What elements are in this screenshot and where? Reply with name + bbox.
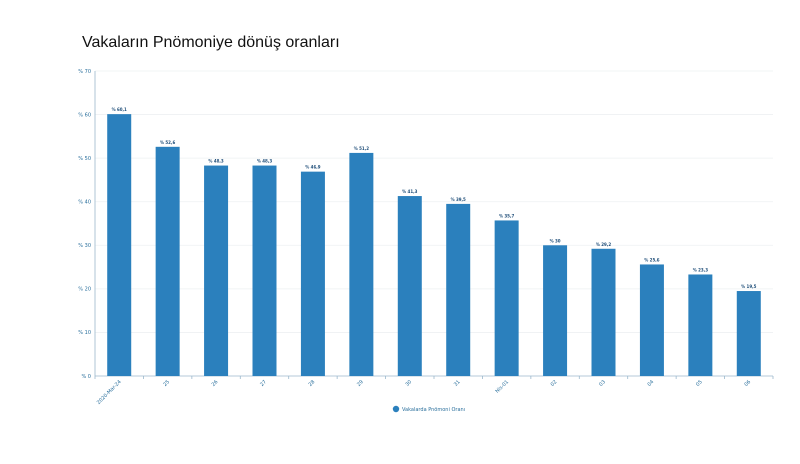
x-tick-label: 31 [453, 379, 462, 388]
data-label: % 52,6 [160, 140, 175, 145]
bar [155, 146, 180, 376]
x-tick-label: 27 [259, 379, 268, 388]
bar [736, 291, 761, 376]
data-label: % 60,1 [112, 107, 127, 112]
y-tick-label: % 30 [78, 243, 91, 249]
bar [446, 203, 471, 376]
data-label: % 51,2 [354, 146, 369, 151]
bar [397, 196, 422, 376]
x-tick-label: 03 [598, 379, 607, 388]
y-tick-label: % 0 [81, 374, 91, 380]
y-tick-label: % 40 [78, 200, 91, 206]
bar [494, 220, 519, 376]
bar [107, 114, 132, 376]
bar [543, 245, 568, 376]
y-tick-label: % 10 [78, 330, 91, 336]
data-label: % 29,2 [596, 242, 611, 247]
y-tick-label: % 60 [78, 112, 91, 118]
data-label: % 39,5 [451, 197, 466, 202]
legend-marker [392, 405, 400, 413]
y-tick-label: % 20 [78, 287, 91, 293]
bar [252, 165, 277, 376]
bar [300, 171, 325, 376]
chart-title: Vakaların Pnömoniye dönüş oranları [82, 34, 340, 51]
data-label: % 48,3 [257, 159, 272, 164]
legend-label: Vakalarda Pnömoni Oranı [402, 407, 465, 413]
x-tick-label: 06 [743, 379, 752, 388]
data-label: % 35,7 [499, 213, 514, 218]
data-label: % 23,3 [693, 267, 708, 272]
data-label: % 30 [550, 238, 561, 243]
data-label: % 48,3 [208, 159, 223, 164]
x-tick-label: 28 [308, 379, 317, 388]
x-tick-label: 02 [550, 379, 559, 388]
bar [639, 264, 664, 376]
data-label: % 41,3 [402, 189, 417, 194]
x-tick-label: 04 [647, 379, 656, 388]
x-tick-label: 25 [162, 379, 171, 388]
bar [204, 165, 229, 376]
bar [591, 248, 616, 376]
x-tick-label: Nis-01 [495, 379, 510, 394]
data-label: % 25,6 [644, 257, 659, 262]
bar [349, 152, 374, 376]
x-tick-label: 29 [356, 379, 365, 388]
x-tick-label: 30 [404, 379, 413, 388]
y-tick-label: % 70 [78, 69, 91, 75]
x-tick-label: 05 [695, 379, 704, 388]
y-tick-label: % 50 [78, 156, 91, 162]
bar [688, 274, 713, 376]
data-label: % 46,9 [305, 165, 320, 170]
data-label: % 19,5 [741, 284, 756, 289]
x-tick-label: 2020-Mar-24 [96, 379, 123, 406]
x-tick-label: 26 [211, 379, 220, 388]
